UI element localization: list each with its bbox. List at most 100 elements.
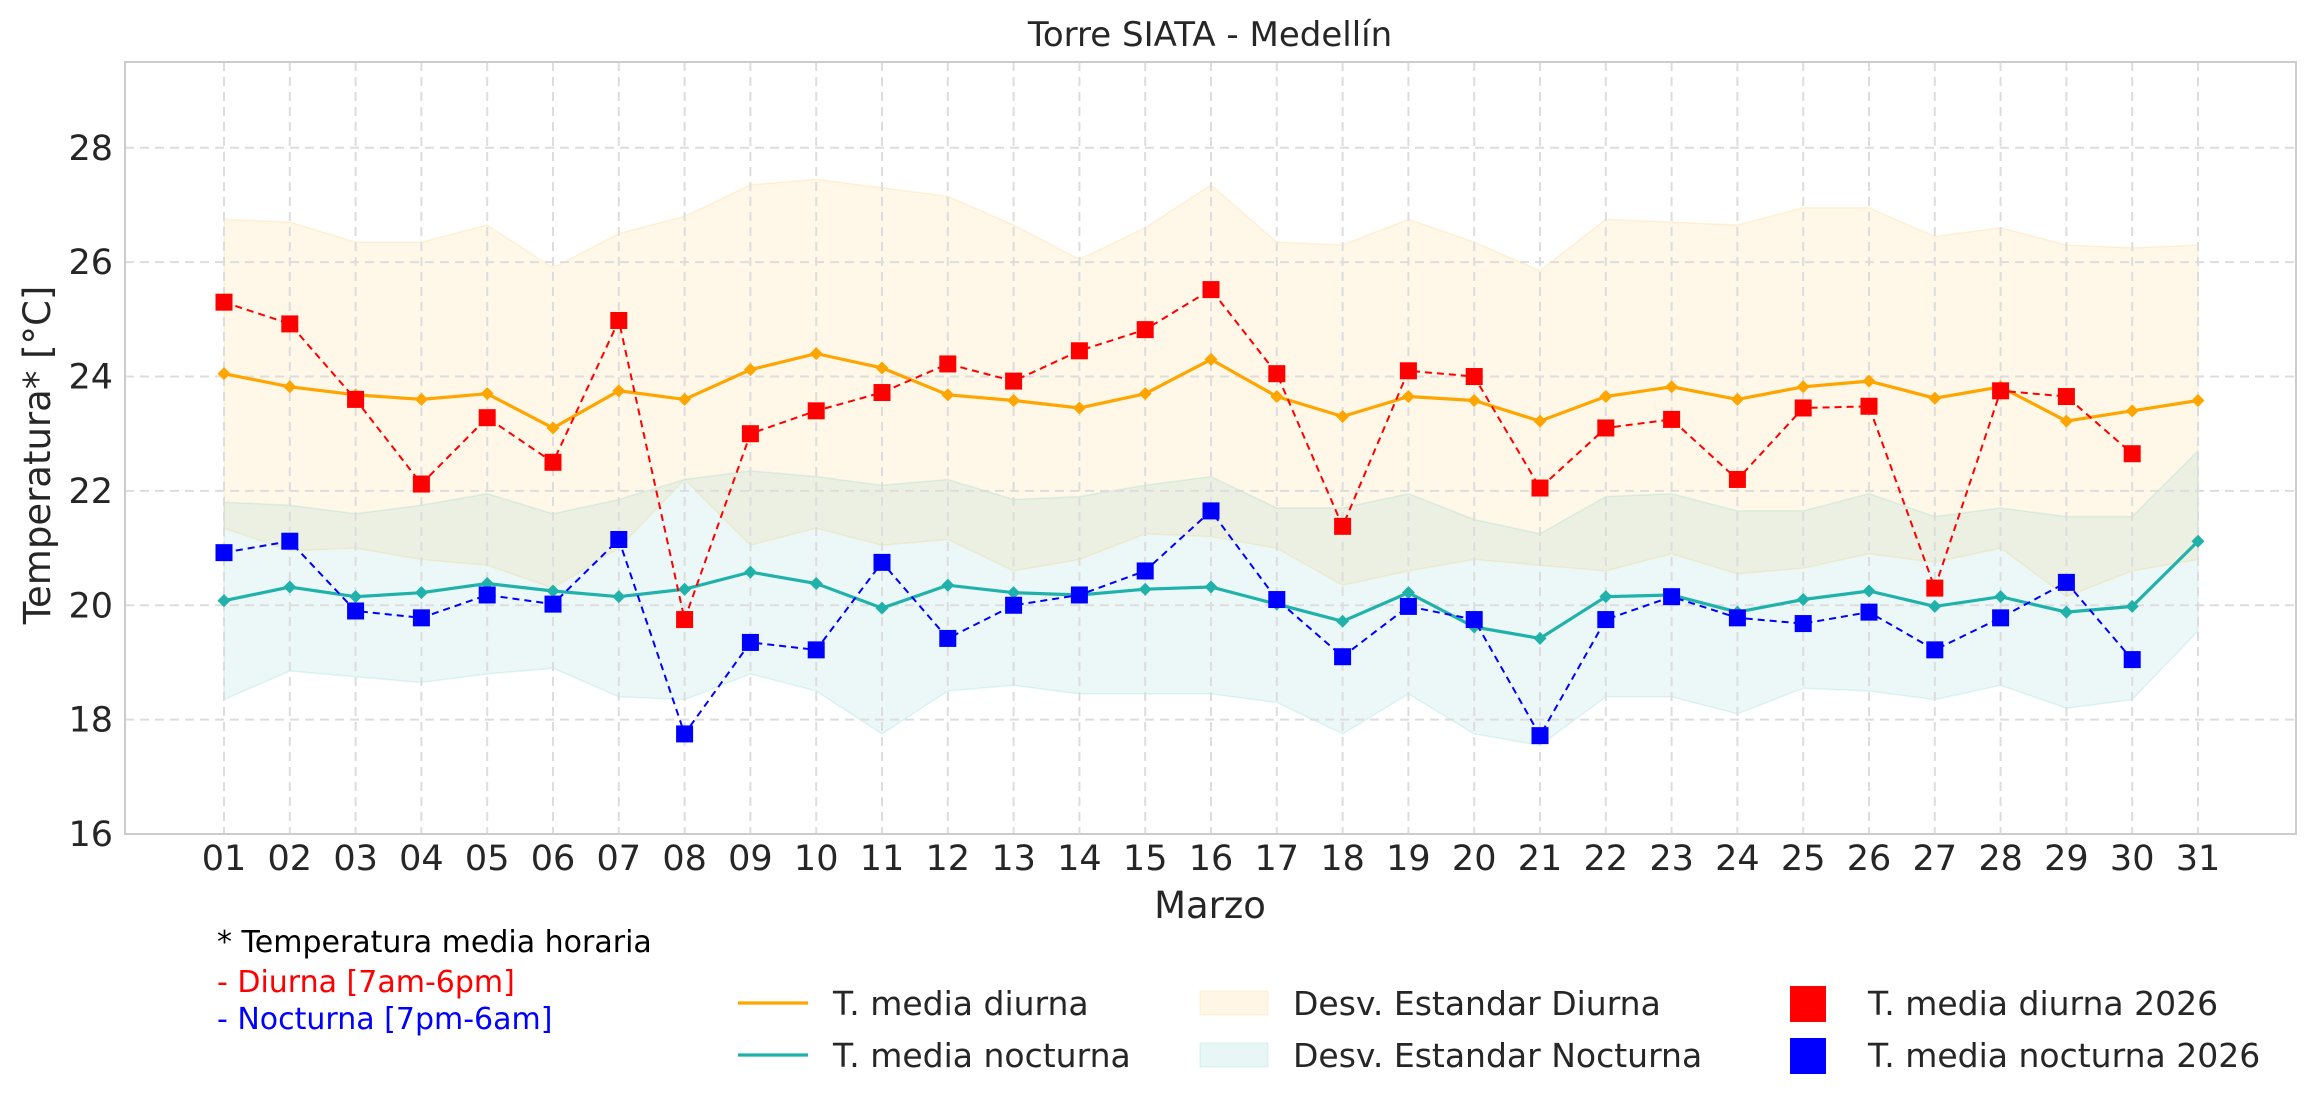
data-point	[1399, 597, 1417, 615]
data-point	[215, 293, 233, 311]
data-point	[544, 453, 562, 471]
x-tick-labels: 01 02 03 04 05 06 07 08 09 10 11 12 13 14 15 16 17 18 19 20…	[202, 839, 2221, 879]
x-tick-label: 15	[1123, 839, 1168, 879]
data-point	[1728, 609, 1746, 627]
data-point	[939, 355, 957, 373]
x-tick-label: 29	[2044, 839, 2089, 879]
legend-band-diurnal	[1199, 990, 1269, 1016]
note-nighttime: - Nocturna [7pm-6am]	[217, 1002, 552, 1037]
data-point	[1728, 470, 1746, 488]
x-tick-label: 25	[1781, 839, 1826, 879]
data-point	[809, 577, 823, 591]
data-point	[1136, 321, 1154, 339]
x-tick-label: 12	[926, 839, 971, 879]
data-point	[1794, 615, 1812, 633]
x-tick-label: 18	[1320, 839, 1365, 879]
x-tick-label: 24	[1715, 839, 1760, 879]
data-point	[1005, 596, 1023, 614]
x-tick-label: 23	[1649, 839, 1694, 879]
y-tick-label: 16	[68, 815, 113, 855]
data-point	[1007, 394, 1021, 408]
data-point	[1992, 382, 2010, 400]
data-point	[1336, 614, 1350, 628]
legend-label: T. media nocturna 2026	[1867, 1036, 2260, 1075]
data-point	[678, 392, 692, 406]
data-point	[1401, 586, 1415, 600]
data-point	[2059, 605, 2073, 619]
data-point	[1072, 401, 1086, 415]
y-tick-label: 24	[68, 358, 113, 398]
legend-label: T. media diurna	[832, 984, 1089, 1023]
legend: T. media diurna T. media nocturna Desv. Es…	[738, 984, 2260, 1075]
data-point	[1138, 387, 1152, 401]
data-point	[217, 594, 231, 608]
data-point	[875, 361, 889, 375]
data-point	[1070, 586, 1088, 604]
data-point	[414, 586, 428, 600]
data-point	[1334, 517, 1352, 535]
data-point	[875, 601, 889, 615]
data-point	[1597, 611, 1615, 629]
legend-square-diurnal-2026	[1790, 986, 1826, 1022]
data-point	[1467, 394, 1481, 408]
data-point	[610, 311, 628, 329]
x-tick-label: 10	[794, 839, 839, 879]
data-point	[1663, 588, 1681, 606]
data-point	[217, 367, 231, 381]
chart-title: Torre SIATA - Medellín	[1027, 15, 1392, 55]
y-tick-label: 26	[68, 243, 113, 283]
data-point	[1268, 365, 1286, 383]
data-point	[1005, 372, 1023, 390]
data-point	[1599, 390, 1613, 404]
data-point	[2125, 599, 2139, 613]
data-point	[1860, 603, 1878, 621]
data-point	[1599, 590, 1613, 604]
x-tick-label: 16	[1189, 839, 1234, 879]
x-tick-label: 14	[1057, 839, 1102, 879]
data-point	[1597, 419, 1615, 437]
data-point	[1336, 410, 1350, 424]
legend-square-nocturnal-2026	[1790, 1038, 1826, 1074]
x-tick-label: 26	[1847, 839, 1892, 879]
data-point	[1334, 648, 1352, 666]
data-point	[1204, 580, 1218, 594]
data-point	[480, 387, 494, 401]
data-series	[215, 281, 2205, 745]
x-tick-label: 27	[1913, 839, 1958, 879]
series-3	[215, 281, 2141, 629]
data-point	[414, 392, 428, 406]
data-point	[741, 425, 759, 443]
data-point	[283, 580, 297, 594]
data-point	[676, 611, 694, 629]
data-point	[1665, 380, 1679, 394]
y-tick-label: 18	[68, 701, 113, 741]
data-point	[1928, 599, 1942, 613]
data-point	[1928, 391, 1942, 405]
x-tick-label: 09	[728, 839, 773, 879]
y-axis-title: Temperatura* [°C]	[16, 286, 59, 626]
x-tick-label: 19	[1386, 839, 1431, 879]
grid-lines	[125, 62, 2296, 834]
data-point	[1202, 281, 1220, 299]
data-point	[809, 347, 823, 361]
data-point	[1399, 362, 1417, 380]
data-point	[546, 584, 560, 598]
data-point	[281, 532, 299, 550]
data-point	[281, 315, 299, 333]
data-point	[2191, 394, 2205, 408]
data-point	[1202, 502, 1220, 520]
series-1	[217, 347, 2205, 435]
x-tick-label: 05	[465, 839, 510, 879]
data-point	[941, 388, 955, 402]
note-daytime: - Diurna [7am-6pm]	[217, 965, 515, 1000]
data-point	[941, 578, 955, 592]
data-point	[743, 565, 757, 579]
series-4	[215, 502, 2141, 745]
data-point	[939, 629, 957, 647]
data-point	[1138, 582, 1152, 596]
data-point	[1862, 584, 1876, 598]
x-tick-label: 04	[399, 839, 444, 879]
legend-label: T. media nocturna	[832, 1036, 1131, 1075]
data-point	[1992, 609, 2010, 627]
series-2	[217, 534, 2205, 645]
